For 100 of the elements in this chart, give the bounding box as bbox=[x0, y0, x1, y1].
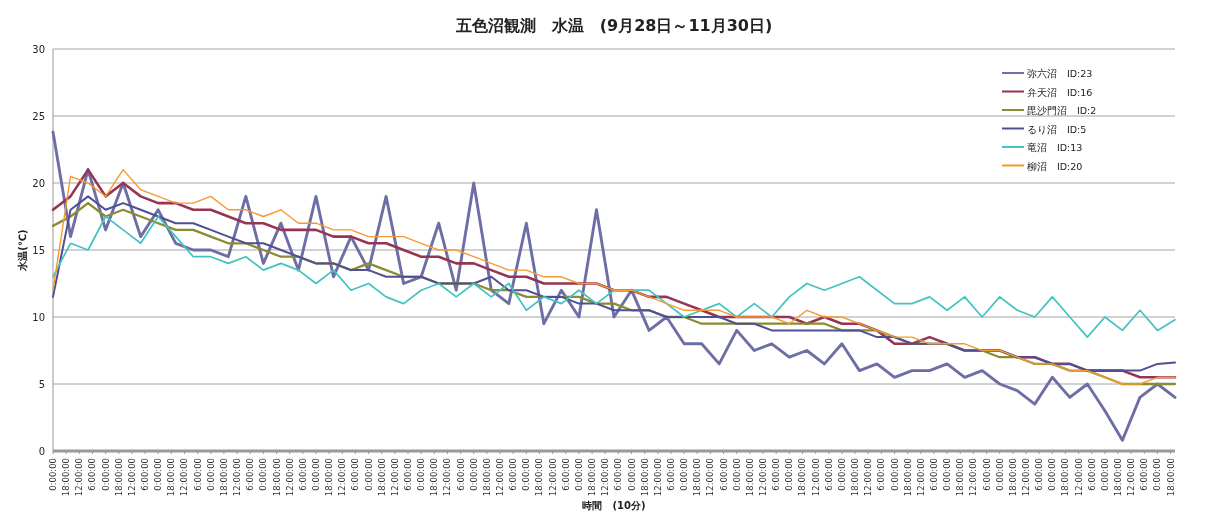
x-tick-label: 6:00:00 bbox=[560, 458, 571, 491]
x-tick-label: 18:00:00 bbox=[850, 458, 861, 497]
x-tick-label: 0:00:00 bbox=[310, 458, 321, 491]
x-tick-label: 12:00:00 bbox=[652, 458, 663, 497]
x-tick-label: 6:00:00 bbox=[455, 458, 466, 491]
x-tick-label: 0:00:00 bbox=[363, 458, 374, 491]
x-tick-label: 18:00:00 bbox=[639, 458, 650, 497]
x-tick-label: 18:00:00 bbox=[376, 458, 387, 497]
x-tick-label: 0:00:00 bbox=[942, 458, 953, 491]
x-tick-label: 12:00:00 bbox=[337, 458, 348, 497]
x-tick-label: 12:00:00 bbox=[705, 458, 716, 497]
x-tick-label: 12:00:00 bbox=[442, 458, 453, 497]
x-tick-label: 6:00:00 bbox=[192, 458, 203, 491]
chart-title: 五色沼観測 水温 (9月28日～11月30日) bbox=[454, 16, 773, 35]
y-tick-label: 5 bbox=[38, 379, 45, 390]
x-tick-label: 18:00:00 bbox=[481, 458, 492, 497]
x-tick-label: 18:00:00 bbox=[429, 458, 440, 497]
x-tick-label: 18:00:00 bbox=[1060, 458, 1071, 497]
x-tick-label: 6:00:00 bbox=[245, 458, 256, 491]
legend-label: 弁天沼 ID:16 bbox=[1027, 86, 1093, 98]
x-tick-label: 6:00:00 bbox=[771, 458, 782, 491]
x-tick-label: 6:00:00 bbox=[876, 458, 887, 491]
x-tick-label: 0:00:00 bbox=[784, 458, 795, 491]
x-tick-label: 12:00:00 bbox=[495, 458, 506, 497]
x-tick-label: 6:00:00 bbox=[665, 458, 676, 491]
x-tick-label: 12:00:00 bbox=[600, 458, 611, 497]
x-tick-label: 0:00:00 bbox=[468, 458, 479, 491]
x-tick-label: 12:00:00 bbox=[1126, 458, 1137, 497]
x-tick-label: 18:00:00 bbox=[587, 458, 598, 497]
x-tick-label: 0:00:00 bbox=[1152, 458, 1163, 491]
x-tick-label: 18:00:00 bbox=[1113, 458, 1124, 497]
x-tick-label: 6:00:00 bbox=[718, 458, 729, 491]
x-tick-label: 12:00:00 bbox=[1020, 458, 1031, 497]
legend-label: 弥六沼 ID:23 bbox=[1027, 68, 1093, 79]
y-axis-title: 水温(℃) bbox=[17, 229, 28, 272]
x-tick-label: 0:00:00 bbox=[205, 458, 216, 491]
x-tick-label: 6:00:00 bbox=[823, 458, 834, 491]
x-tick-label: 0:00:00 bbox=[889, 458, 900, 491]
x-tick-label: 18:00:00 bbox=[1007, 458, 1018, 497]
x-tick-label: 18:00:00 bbox=[955, 458, 966, 497]
x-tick-label: 18:00:00 bbox=[902, 458, 913, 497]
x-tick-label: 0:00:00 bbox=[836, 458, 847, 491]
x-tick-label: 12:00:00 bbox=[863, 458, 874, 497]
x-tick-label: 12:00:00 bbox=[758, 458, 769, 497]
x-tick-label: 18:00:00 bbox=[1165, 458, 1176, 497]
line-series bbox=[52, 215, 1176, 338]
x-tick-label: 0:00:00 bbox=[416, 458, 427, 491]
x-tick-label: 18:00:00 bbox=[166, 458, 177, 497]
x-tick-label: 0:00:00 bbox=[731, 458, 742, 491]
x-tick-label: 0:00:00 bbox=[573, 458, 584, 491]
x-tick-label: 6:00:00 bbox=[1139, 458, 1150, 491]
x-tick-label: 12:00:00 bbox=[389, 458, 400, 497]
x-tick-label: 6:00:00 bbox=[613, 458, 624, 491]
x-tick-label: 0:00:00 bbox=[626, 458, 637, 491]
x-tick-label: 12:00:00 bbox=[232, 458, 243, 497]
x-tick-label: 12:00:00 bbox=[179, 458, 190, 497]
x-tick-label: 18:00:00 bbox=[271, 458, 282, 497]
legend-label: 毘沙門沼 ID:2 bbox=[1027, 105, 1097, 116]
x-tick-label: 18:00:00 bbox=[218, 458, 229, 497]
y-tick-label: 10 bbox=[32, 312, 45, 323]
y-tick-label: 15 bbox=[32, 245, 45, 256]
x-tick-label: 18:00:00 bbox=[692, 458, 703, 497]
x-tick-label: 12:00:00 bbox=[968, 458, 979, 497]
x-tick-label: 0:00:00 bbox=[521, 458, 532, 491]
x-tick-label: 6:00:00 bbox=[403, 458, 414, 491]
x-tick-label: 6:00:00 bbox=[350, 458, 361, 491]
x-tick-label: 0:00:00 bbox=[258, 458, 269, 491]
x-tick-label: 12:00:00 bbox=[915, 458, 926, 497]
x-tick-label: 6:00:00 bbox=[508, 458, 519, 491]
legend-label: 柳沼 ID:20 bbox=[1027, 160, 1083, 172]
y-tick-label: 20 bbox=[32, 178, 45, 189]
x-tick-label: 0:00:00 bbox=[1047, 458, 1058, 491]
x-tick-label: 6:00:00 bbox=[87, 458, 98, 491]
x-tick-label: 0:00:00 bbox=[100, 458, 111, 491]
x-tick-label: 0:00:00 bbox=[1099, 458, 1110, 491]
legend-label: るり沼 ID:5 bbox=[1027, 123, 1087, 135]
x-tick-label: 6:00:00 bbox=[297, 458, 308, 491]
x-tick-label: 18:00:00 bbox=[324, 458, 335, 497]
x-tick-label: 6:00:00 bbox=[1086, 458, 1097, 491]
x-tick-label: 12:00:00 bbox=[1073, 458, 1084, 497]
x-tick-label: 6:00:00 bbox=[1034, 458, 1045, 491]
legend-label: 竜沼 ID:13 bbox=[1027, 142, 1083, 153]
x-tick-label: 18:00:00 bbox=[61, 458, 72, 497]
x-axis-title: 時間 (10分) bbox=[582, 500, 646, 511]
x-tick-label: 12:00:00 bbox=[284, 458, 295, 497]
x-tick-label: 6:00:00 bbox=[928, 458, 939, 491]
x-tick-label: 18:00:00 bbox=[744, 458, 755, 497]
x-tick-label: 6:00:00 bbox=[140, 458, 151, 491]
y-tick-label: 0 bbox=[38, 446, 45, 457]
x-tick-label: 18:00:00 bbox=[113, 458, 124, 497]
x-tick-label: 18:00:00 bbox=[534, 458, 545, 497]
y-tick-label: 30 bbox=[32, 44, 45, 55]
x-tick-label: 12:00:00 bbox=[126, 458, 137, 497]
x-tick-label: 12:00:00 bbox=[74, 458, 85, 497]
x-tick-label: 18:00:00 bbox=[797, 458, 808, 497]
x-tick-label: 0:00:00 bbox=[994, 458, 1005, 491]
x-tick-label: 12:00:00 bbox=[547, 458, 558, 497]
x-tick-label: 6:00:00 bbox=[981, 458, 992, 491]
x-tick-label: 0:00:00 bbox=[153, 458, 164, 491]
x-tick-label: 0:00:00 bbox=[679, 458, 690, 491]
